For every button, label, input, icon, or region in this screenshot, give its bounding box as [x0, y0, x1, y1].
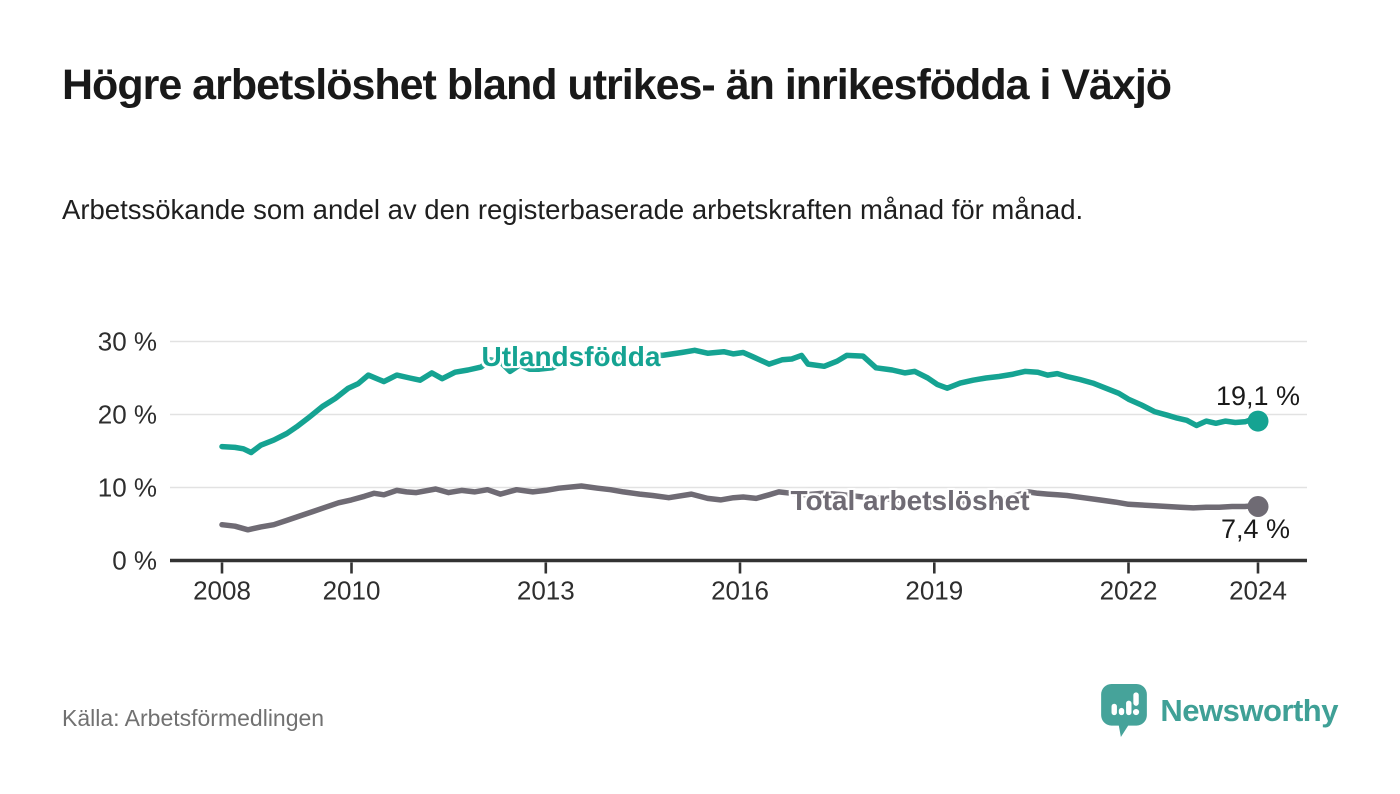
line-chart-canvas: 2008 2010 2013 2016 2019 2022 2024 0 % 10 % 20 % 3… [98, 327, 1307, 606]
end-value-label-utlandsfodda: 19,1 % [1215, 381, 1300, 411]
svg-text:2019: 2019 [905, 576, 963, 606]
series-label-utlandsfodda: Utlandsfödda [481, 341, 661, 372]
newsworthy-wordmark: Newsworthy [1160, 692, 1338, 728]
svg-text:30 %: 30 % [98, 327, 157, 357]
bar-3 [1126, 700, 1132, 716]
bar-1 [1111, 703, 1118, 716]
svg-text:2022: 2022 [1100, 576, 1158, 606]
exclamation-bar [1133, 692, 1140, 706]
end-value-label-total: 7,4 % [1220, 514, 1290, 544]
exclamation-dot [1133, 708, 1140, 716]
svg-text:20 %: 20 % [98, 400, 157, 430]
svg-text:10 %: 10 % [98, 473, 157, 503]
svg-text:2010: 2010 [323, 576, 381, 606]
series-label-total-arbetsloshet: Total arbetslöshet [790, 485, 1030, 516]
source-note: Källa: Arbetsförmedlingen [62, 705, 325, 731]
newsworthy-logo: Newsworthy [1101, 684, 1338, 737]
svg-text:0 %: 0 % [112, 546, 157, 576]
svg-text:2016: 2016 [711, 576, 769, 606]
bar-2 [1119, 707, 1125, 716]
svg-text:2008: 2008 [193, 576, 251, 606]
page-title: Högre arbetslöshet bland utrikes- än inr… [62, 61, 1172, 109]
newsworthy-bubble-icon [1101, 684, 1148, 737]
svg-text:2024: 2024 [1229, 576, 1287, 606]
svg-text:2013: 2013 [517, 576, 575, 606]
page-subtitle: Arbetssökande som andel av den registerb… [62, 194, 1084, 225]
